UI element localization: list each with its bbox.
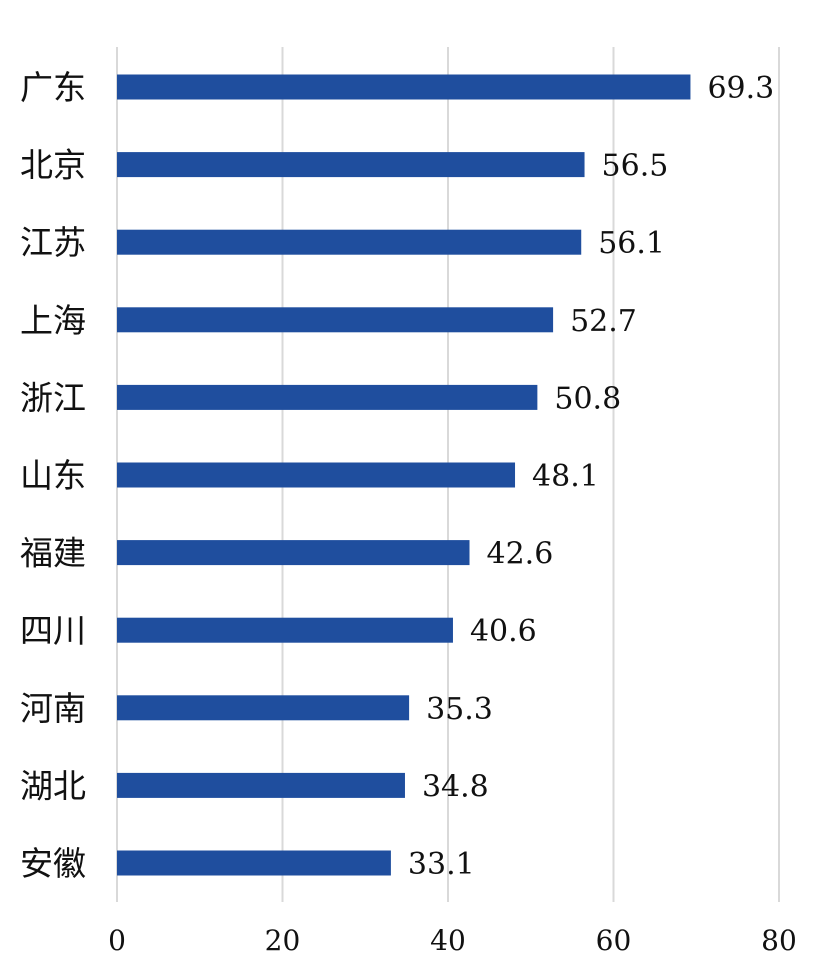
data-label: 56.5 (602, 149, 669, 184)
category-label: 山东 (20, 456, 86, 495)
data-label: 50.8 (554, 381, 621, 416)
x-tick-label: 20 (265, 924, 301, 957)
bar (117, 462, 516, 488)
category-label: 福建 (20, 534, 86, 573)
bar (117, 152, 585, 178)
data-label: 33.1 (408, 847, 475, 882)
data-label: 52.7 (570, 304, 637, 339)
bar (117, 229, 582, 255)
data-label: 69.3 (707, 71, 774, 106)
x-tick-label: 80 (761, 924, 797, 957)
data-label: 42.6 (487, 537, 554, 572)
category-label: 河南 (20, 689, 86, 728)
x-tick-label: 40 (430, 924, 466, 957)
x-tick-label: 60 (596, 924, 632, 957)
bar (117, 695, 410, 721)
bar (117, 74, 691, 100)
category-label: 四川 (20, 611, 86, 650)
bar (117, 307, 554, 333)
x-axis-ticks: 0 20 40 60 80 (108, 924, 797, 957)
bar (117, 850, 391, 876)
bar (117, 617, 453, 643)
category-label: 湖北 (20, 766, 86, 805)
data-label: 40.6 (470, 614, 537, 649)
category-label: 江苏 (20, 223, 86, 262)
bar (117, 384, 538, 410)
bars: 广东 69.3 北京 56.5 江苏 56.1 上海 52.7 浙江 50.8 山东 48.1 福建 42… (20, 68, 774, 883)
bar (117, 540, 470, 566)
data-label: 34.8 (422, 769, 489, 804)
category-label: 安徽 (20, 844, 86, 883)
category-label: 广东 (20, 68, 86, 107)
x-tick-label: 0 (108, 924, 126, 957)
data-label: 56.1 (598, 226, 665, 261)
category-label: 浙江 (20, 378, 86, 417)
category-label: 北京 (20, 146, 86, 185)
data-label: 48.1 (532, 459, 599, 494)
bar (117, 772, 405, 798)
category-label: 上海 (20, 301, 86, 340)
data-label: 35.3 (426, 692, 493, 727)
